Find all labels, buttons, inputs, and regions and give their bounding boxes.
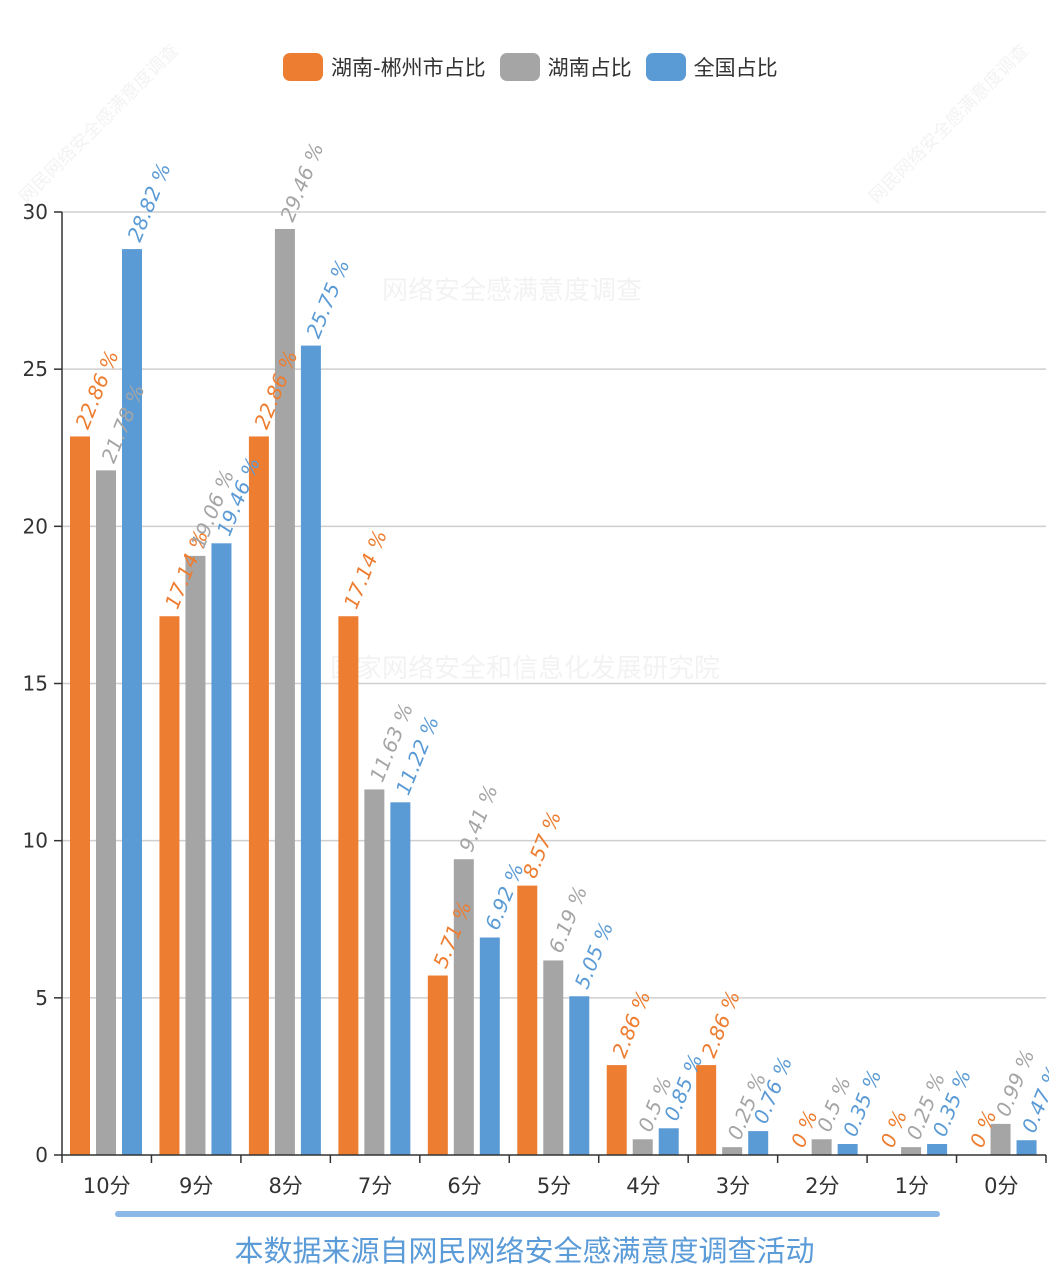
bar <box>632 1139 653 1155</box>
y-tick-label: 25 <box>23 357 48 381</box>
footnote-underline <box>115 1211 940 1217</box>
y-tick-label: 15 <box>23 672 48 696</box>
bar <box>927 1143 948 1155</box>
bar <box>479 937 500 1155</box>
bar <box>159 616 180 1155</box>
data-label: 28.82 % <box>122 159 175 245</box>
x-tick-label: 4分 <box>626 1174 660 1198</box>
y-tick-label: 5 <box>35 986 48 1010</box>
y-axis-ticks: 0 5 10 15 20 25 30 <box>23 200 63 1167</box>
data-label: 5.05 % <box>570 918 618 992</box>
bar <box>427 975 448 1155</box>
bar <box>390 802 411 1155</box>
legend-label: 湖南占比 <box>547 56 632 80</box>
legend-label: 湖南-郴州市占比 <box>331 56 486 80</box>
data-label: 9.41 % <box>454 781 502 855</box>
bar <box>748 1131 769 1155</box>
legend-swatch <box>283 53 323 81</box>
bar <box>96 470 116 1156</box>
bar <box>248 436 269 1156</box>
legend: 湖南-郴州市占比 湖南占比 全国占比 <box>283 52 792 82</box>
x-tick-label: 5分 <box>537 1174 571 1198</box>
legend-swatch <box>499 53 540 81</box>
x-tick-label: 6分 <box>447 1174 481 1198</box>
x-tick-label: 2分 <box>805 1174 839 1198</box>
x-tick-label: 0分 <box>984 1174 1018 1198</box>
grid-lines <box>62 211 1046 999</box>
bar <box>901 1147 922 1155</box>
bar <box>211 543 232 1155</box>
bar <box>569 996 590 1155</box>
bar <box>70 436 90 1156</box>
y-tick-label: 10 <box>23 829 48 853</box>
bar <box>300 345 321 1155</box>
y-tick-label: 30 <box>23 200 48 224</box>
bar <box>185 555 206 1155</box>
bar <box>606 1065 627 1155</box>
x-tick-label: 9分 <box>179 1174 213 1198</box>
bar <box>543 960 564 1155</box>
x-tick-label: 8分 <box>268 1174 302 1198</box>
footnote: 本数据来源自网民网络安全感满意度调查活动 <box>234 1234 815 1268</box>
bar <box>122 249 142 1156</box>
bar <box>696 1065 717 1155</box>
bar <box>837 1143 858 1155</box>
x-axis-ticks: 10分 9分 8分 7分 6分 5分 4分 3分 2分 1分 0分 <box>61 1155 1047 1198</box>
x-tick-label: 10分 <box>83 1174 131 1198</box>
watermark-title: 网络安全感满意度调查 <box>382 276 643 306</box>
legend-label: 全国占比 <box>693 56 778 80</box>
x-tick-label: 1分 <box>895 1174 929 1198</box>
bar <box>722 1147 743 1155</box>
bar <box>990 1123 1011 1155</box>
bar <box>811 1139 832 1155</box>
data-label: 8.57 % <box>518 808 566 882</box>
bar <box>658 1128 679 1155</box>
bar <box>274 228 295 1155</box>
x-tick-label: 3分 <box>716 1174 750 1198</box>
legend-item-hunan[interactable]: 湖南占比 <box>499 52 632 82</box>
legend-item-chenzhou[interactable]: 湖南-郴州市占比 <box>283 52 486 82</box>
bar <box>453 859 474 1155</box>
bars <box>70 228 1037 1156</box>
watermark-org: 国家网络安全和信息化发展研究院 <box>330 654 721 684</box>
legend-swatch <box>645 53 686 81</box>
data-label: 25.75 % <box>301 256 354 342</box>
x-tick-label: 7分 <box>358 1174 392 1198</box>
bar <box>364 789 385 1155</box>
y-tick-label: 0 <box>35 1143 48 1167</box>
bar <box>517 885 538 1155</box>
legend-item-national[interactable]: 全国占比 <box>645 52 778 82</box>
y-tick-label: 20 <box>23 514 48 538</box>
bar <box>338 616 359 1155</box>
bar <box>1016 1140 1037 1155</box>
data-label: 17.14 % <box>339 527 392 613</box>
